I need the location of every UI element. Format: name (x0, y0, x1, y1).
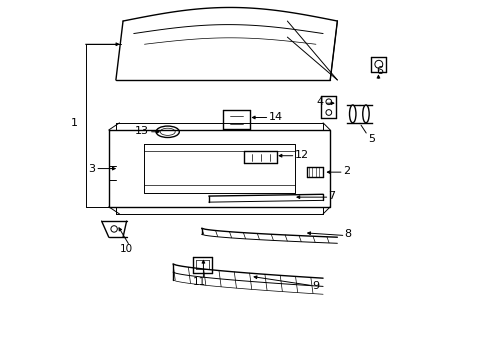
Text: 14: 14 (268, 112, 283, 122)
Text: 10: 10 (119, 244, 132, 253)
Text: 12: 12 (294, 150, 308, 160)
Text: 6: 6 (376, 66, 383, 76)
Ellipse shape (362, 105, 368, 123)
Text: 7: 7 (328, 192, 335, 202)
Text: 5: 5 (367, 134, 374, 144)
Text: 3: 3 (88, 163, 95, 174)
Text: 9: 9 (312, 281, 319, 291)
Text: 8: 8 (344, 229, 351, 239)
Text: 1: 1 (71, 118, 78, 128)
Text: 13: 13 (135, 126, 148, 136)
Text: 4: 4 (315, 98, 323, 108)
Text: 2: 2 (342, 166, 349, 176)
Text: 11: 11 (193, 277, 206, 287)
Ellipse shape (349, 105, 355, 123)
